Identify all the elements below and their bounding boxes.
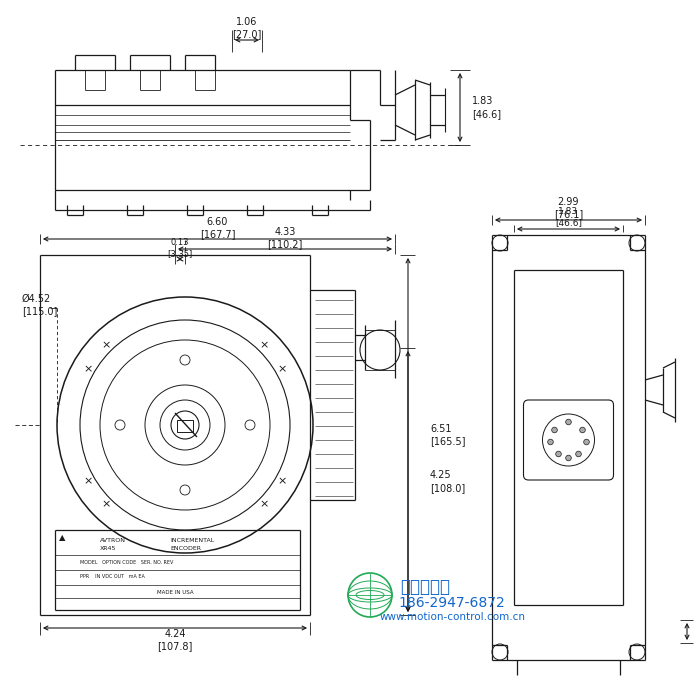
Text: 4.24
[107.8]: 4.24 [107.8]: [158, 629, 192, 651]
Text: 2.99
[76.1]: 2.99 [76.1]: [554, 197, 583, 219]
Bar: [177, 420, 193, 432]
Text: AVTRON: AVTRON: [100, 538, 126, 542]
Text: XR45: XR45: [100, 545, 116, 550]
Text: ×: ×: [101, 341, 111, 351]
Circle shape: [584, 439, 589, 444]
Text: 西安德伍拓: 西安德伍拓: [400, 578, 450, 596]
Text: MODEL   OPTION CODE   SER. NO. REV: MODEL OPTION CODE SER. NO. REV: [80, 561, 174, 566]
Circle shape: [547, 439, 553, 444]
Text: 4.33
[110.2]: 4.33 [110.2]: [267, 227, 302, 249]
Text: 6.60
[167.7]: 6.60 [167.7]: [199, 217, 235, 239]
Text: ×: ×: [83, 476, 92, 486]
Text: INCREMENTAL: INCREMENTAL: [170, 538, 214, 542]
Text: 6.51
[165.5]: 6.51 [165.5]: [430, 424, 466, 446]
Text: MADE IN USA: MADE IN USA: [157, 589, 193, 594]
Circle shape: [566, 455, 571, 461]
Text: 186-2947-6872: 186-2947-6872: [398, 596, 505, 610]
Circle shape: [556, 452, 561, 457]
Text: 1.06
[27.0]: 1.06 [27.0]: [232, 17, 262, 39]
Text: ×: ×: [277, 364, 287, 374]
Text: 1.83
[46.6]: 1.83 [46.6]: [555, 207, 582, 227]
Text: ×: ×: [101, 499, 111, 509]
Text: ENCODER: ENCODER: [170, 545, 201, 550]
Text: ×: ×: [260, 341, 269, 351]
Text: 4.25
[108.0]: 4.25 [108.0]: [430, 470, 466, 493]
Text: 0.13
[3.35]: 0.13 [3.35]: [167, 238, 192, 258]
Circle shape: [575, 452, 581, 457]
Text: PPR    IN VDC OUT   mA EA: PPR IN VDC OUT mA EA: [80, 575, 145, 580]
Text: Ø4.52
[115.0]: Ø4.52 [115.0]: [22, 294, 57, 316]
Text: ×: ×: [277, 476, 287, 486]
Circle shape: [552, 427, 557, 433]
Text: ▲: ▲: [59, 533, 65, 542]
Circle shape: [566, 419, 571, 425]
Text: ×: ×: [260, 499, 269, 509]
Text: www.motion-control.com.cn: www.motion-control.com.cn: [380, 612, 526, 622]
Text: ×: ×: [83, 364, 92, 374]
Circle shape: [580, 427, 585, 433]
Text: 1.83
[46.6]: 1.83 [46.6]: [472, 97, 501, 119]
